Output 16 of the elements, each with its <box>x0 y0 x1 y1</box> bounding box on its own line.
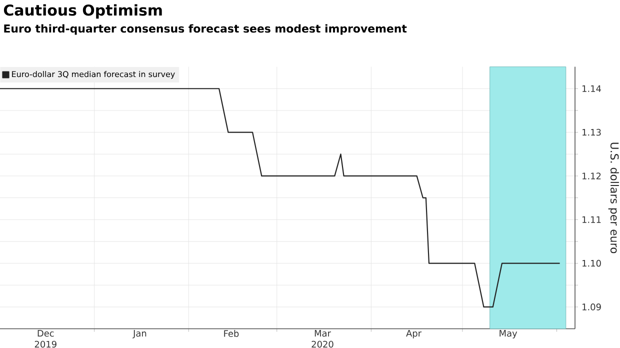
x-tick-label: Apr <box>406 330 422 338</box>
chart-subtitle: Euro third-quarter consensus forecast sees modest improvement <box>4 24 407 35</box>
x-tick-label: Dec 2019 <box>34 330 56 348</box>
y-tick-label: 1.12 <box>582 172 601 180</box>
x-tick-label: Feb <box>224 330 239 337</box>
y-tick-label: 1.13 <box>582 128 601 136</box>
y-tick-label: 1.14 <box>582 85 601 92</box>
x-tick-label: May <box>500 330 518 338</box>
chart-title: Cautious Optimism <box>4 4 162 19</box>
x-tick-label: Mar 2020 <box>312 330 334 348</box>
y-tick-label: 1.11 <box>582 216 601 223</box>
y-axis-title: U.S. dollars per euro <box>608 142 619 254</box>
x-tick-label: Jan <box>132 330 146 338</box>
y-tick-label: 1.10 <box>582 260 601 267</box>
y-tick-label: 1.09 <box>582 304 601 310</box>
line-series <box>0 88 560 308</box>
